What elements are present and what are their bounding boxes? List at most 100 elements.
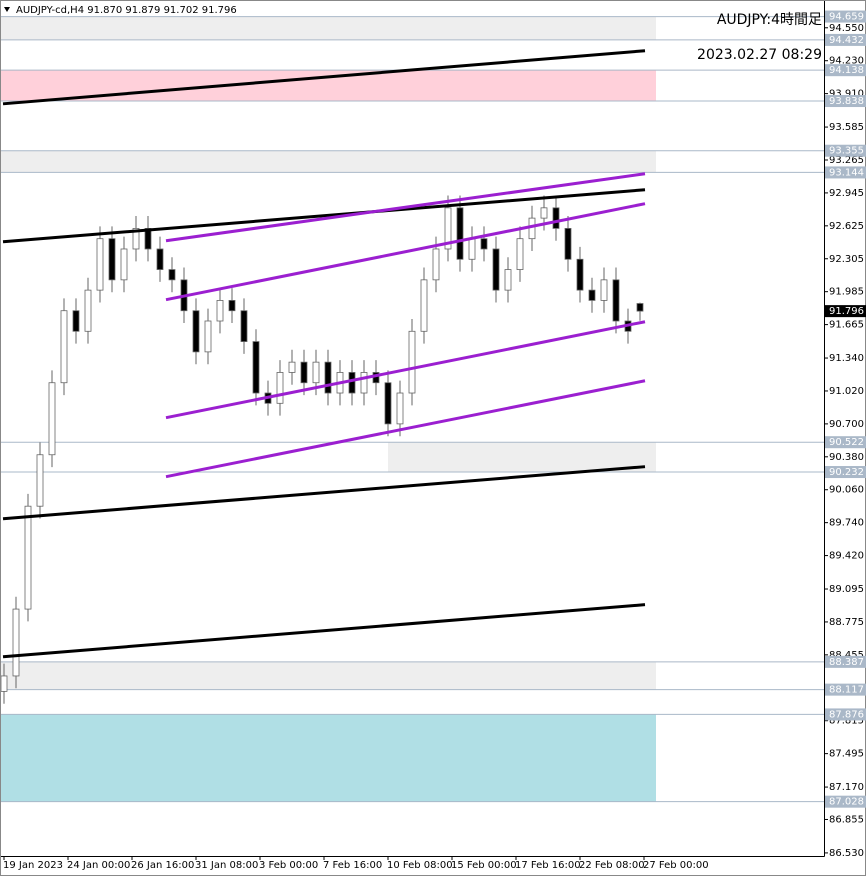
y-tick-label: 88.455 (829, 650, 864, 661)
candle-body (324, 361, 332, 394)
level-label: 93.838 (829, 96, 864, 107)
candle-body (96, 238, 104, 291)
candle-body (144, 228, 152, 250)
x-tick-label: 15 Feb 00:00 (451, 860, 517, 871)
candle-body (204, 320, 212, 353)
candle-body (636, 303, 644, 312)
y-tick-label: 89.420 (829, 551, 864, 562)
x-tick-label: 19 Jan 2023 (3, 860, 63, 871)
candle-body (564, 228, 572, 260)
level-label-box (825, 683, 866, 696)
candle-body (156, 248, 164, 270)
level-label-box (825, 795, 866, 808)
x-tick-label: 27 Feb 00:00 (643, 860, 709, 871)
candle-body (192, 310, 200, 353)
candle-body (72, 310, 80, 332)
candle-body (540, 207, 548, 219)
y-tick-label: 90.060 (829, 485, 864, 496)
trend-line (165, 202, 646, 302)
y-tick-label: 92.945 (829, 188, 864, 199)
plot-area (0, 16, 824, 803)
y-tick-label: 90.700 (829, 419, 864, 430)
level-label: 93.144 (829, 167, 864, 178)
y-tick-label: 86.530 (829, 848, 864, 859)
candle-body (132, 228, 140, 250)
candle-body (552, 207, 560, 229)
level-label-box (825, 95, 866, 108)
candle-body (468, 238, 476, 260)
y-tick-label: 86.855 (829, 814, 864, 825)
candle-body (84, 289, 92, 332)
candle-body (396, 392, 404, 425)
candle-body (228, 300, 236, 312)
candle-body (408, 330, 416, 394)
zone (0, 16, 656, 40)
candle-body (288, 361, 296, 373)
level-label-box (825, 33, 866, 46)
trend-line (165, 379, 646, 479)
candle-body (60, 310, 68, 384)
y-tick-label: 89.740 (829, 518, 864, 529)
candle-body (444, 207, 452, 250)
candle-body (24, 505, 32, 610)
candle-body (348, 372, 356, 394)
candle-body (432, 248, 440, 281)
candle-body (360, 372, 368, 394)
y-tick-label: 93.265 (829, 155, 864, 166)
candle-body (420, 279, 428, 332)
current-price-box (825, 305, 866, 318)
candle-body (456, 207, 464, 260)
level-label: 93.355 (829, 146, 864, 157)
level-label: 87.876 (829, 709, 864, 720)
y-tick-label: 94.230 (829, 56, 864, 67)
y-tick-label: 93.910 (829, 89, 864, 100)
y-tick-label: 87.495 (829, 749, 864, 760)
candle-body (588, 289, 596, 301)
level-label-box (825, 10, 866, 23)
x-tick-label: 7 Feb 16:00 (323, 860, 382, 871)
x-tick-label: 3 Feb 00:00 (259, 860, 318, 871)
level-label: 90.232 (829, 467, 864, 478)
trend-line (2, 188, 646, 244)
trend-line (2, 49, 646, 106)
level-label-box (825, 64, 866, 77)
y-tick-label: 87.815 (829, 716, 864, 727)
candle-body (12, 608, 20, 677)
x-tick-label: 26 Jan 16:00 (131, 860, 194, 871)
candle-body (168, 269, 176, 281)
y-tick-label: 92.305 (829, 254, 864, 265)
y-tick-label: 93.585 (829, 122, 864, 133)
candle-body (516, 238, 524, 270)
level-label: 94.138 (829, 65, 864, 76)
x-tick-label: 31 Jan 08:00 (195, 860, 258, 871)
level-label-box (825, 708, 866, 721)
candle-body (528, 217, 536, 240)
candle-body (612, 279, 620, 322)
trend-line (2, 465, 646, 521)
candle-body (276, 372, 284, 404)
candle-body (0, 675, 8, 692)
y-tick-label: 89.095 (829, 584, 864, 595)
level-label: 90.522 (829, 437, 864, 448)
level-label: 88.387 (829, 657, 864, 668)
x-tick-label: 22 Feb 08:00 (579, 860, 645, 871)
x-tick-label: 10 Feb 08:00 (387, 860, 453, 871)
level-label: 94.659 (829, 12, 864, 23)
header: AUDJPY-cd,H4 91.870 91.879 91.702 91.796 (16, 5, 237, 16)
candle-body (492, 248, 500, 291)
x-tick-label: 24 Jan 00:00 (67, 860, 130, 871)
level-label-box (825, 655, 866, 668)
candle-body (252, 341, 260, 394)
y-tick-label: 91.985 (829, 287, 864, 298)
zone (0, 150, 656, 173)
candle-body (216, 300, 224, 322)
symbol-annotation: AUDJPY:4時間足 (717, 12, 822, 28)
trend-line (165, 320, 646, 420)
level-label-box (825, 466, 866, 479)
level-label-box (825, 166, 866, 179)
header-arrow (4, 7, 10, 12)
y-tick-label: 94.550 (829, 23, 864, 34)
candle-body (480, 238, 488, 250)
candle-body (600, 279, 608, 301)
trend-line (2, 603, 646, 659)
